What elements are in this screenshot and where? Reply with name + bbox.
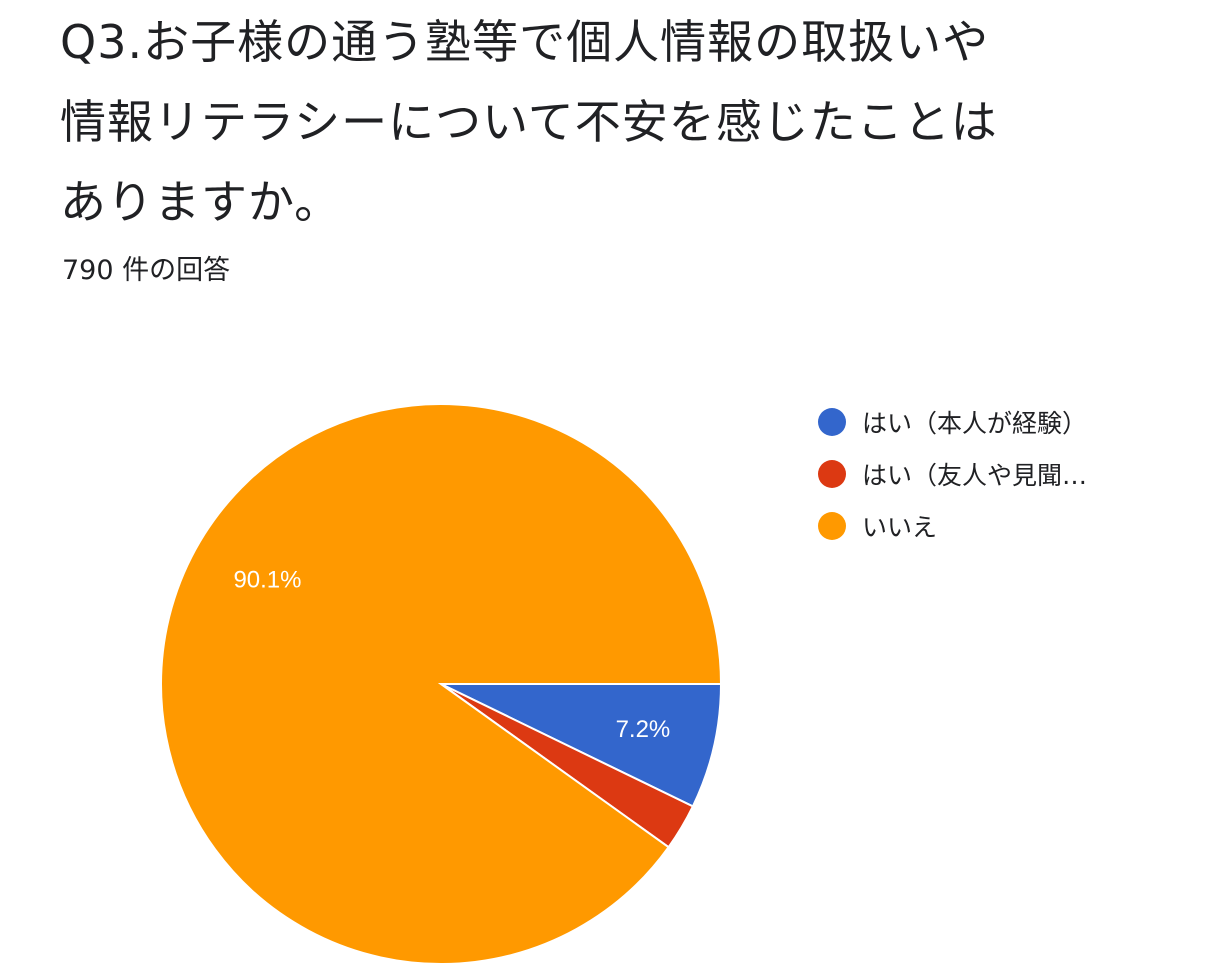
chart-legend: はい（本人が経験） はい（友人や見聞… いいえ <box>818 396 1087 552</box>
question-title: Q3.お子様の通う塾等で個人情報の取扱いや情報リテラシーについて不安を感じたこと… <box>60 15 998 229</box>
legend-label: いいえ <box>862 513 938 542</box>
pie-slice-2[interactable] <box>160 403 723 965</box>
legend-label: はい（友人や見聞… <box>862 461 1088 490</box>
slice-value-label-2: 90.1% <box>233 567 301 594</box>
legend-item-1[interactable]: はい（友人や見聞… <box>818 448 1087 500</box>
legend-swatch-icon <box>818 460 846 488</box>
legend-label: はい（本人が経験） <box>862 409 1088 438</box>
legend-item-0[interactable]: はい（本人が経験） <box>818 396 1087 448</box>
slice-value-label-0: 7.2% <box>616 716 671 743</box>
legend-swatch-icon <box>818 408 846 436</box>
legend-swatch-icon <box>818 512 846 540</box>
legend-item-2[interactable]: いいえ <box>818 500 1087 552</box>
pie-slice-0[interactable] <box>440 683 723 808</box>
response-count: 790 件の回答 <box>62 255 231 286</box>
